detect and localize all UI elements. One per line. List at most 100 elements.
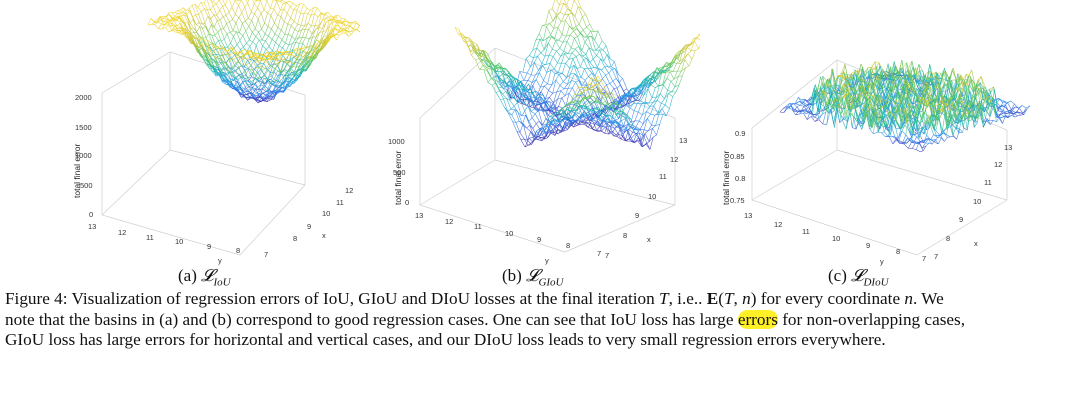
mesh-line xyxy=(542,94,547,102)
mesh-line xyxy=(234,54,239,56)
mesh-line xyxy=(550,103,555,109)
mesh-line xyxy=(507,86,513,94)
mesh-line xyxy=(606,108,611,115)
mesh-line xyxy=(509,81,513,90)
mesh-line xyxy=(551,113,557,117)
mesh-line xyxy=(268,39,273,47)
mesh-line xyxy=(184,15,189,23)
mesh-line xyxy=(282,81,286,88)
mesh-line xyxy=(566,73,571,79)
mesh-line xyxy=(233,31,237,37)
mesh-line xyxy=(535,72,540,76)
mesh-line xyxy=(596,83,600,93)
mesh-line xyxy=(220,28,225,40)
mesh-line xyxy=(597,109,602,121)
panel-b-ztick: 1000 xyxy=(388,137,405,146)
mesh-line xyxy=(657,103,662,114)
mesh-line xyxy=(522,58,527,73)
mesh-line xyxy=(652,76,657,83)
mesh-line xyxy=(568,52,573,60)
mesh-line xyxy=(481,54,486,58)
mesh-line xyxy=(649,102,654,107)
mesh-line xyxy=(471,50,475,56)
mesh-line xyxy=(219,20,224,30)
mesh-line xyxy=(199,37,204,47)
mesh-line xyxy=(301,24,305,27)
mesh-line xyxy=(292,67,297,75)
mesh-line xyxy=(536,38,541,48)
mesh-line xyxy=(285,51,290,56)
mesh-line xyxy=(260,0,265,10)
mesh-line xyxy=(281,34,286,40)
mesh-line xyxy=(269,95,274,98)
mesh-line xyxy=(194,46,199,51)
mesh-line xyxy=(779,111,784,113)
mesh-line xyxy=(586,95,590,98)
mesh-line xyxy=(546,69,552,73)
mesh-line xyxy=(561,20,566,22)
panel-b-ytick: 9 xyxy=(537,235,541,244)
mesh-line xyxy=(235,88,239,93)
mesh-line xyxy=(246,88,251,92)
mesh-line xyxy=(270,15,275,24)
mesh-line xyxy=(323,30,327,37)
mesh-line xyxy=(314,51,318,59)
mesh-line xyxy=(284,86,288,91)
mesh-line xyxy=(190,27,194,30)
mesh-line xyxy=(508,73,513,78)
mesh-line xyxy=(300,3,304,5)
mesh-line xyxy=(147,18,152,26)
mesh-line xyxy=(232,22,237,31)
mesh-line xyxy=(236,40,241,45)
mesh-line xyxy=(553,27,558,29)
mesh-line xyxy=(287,67,292,76)
mesh-line xyxy=(684,59,690,67)
mesh-line xyxy=(570,120,574,124)
mesh-line xyxy=(278,45,283,48)
mesh-line xyxy=(276,81,281,87)
mesh-line xyxy=(303,54,307,58)
mesh-line xyxy=(227,53,232,60)
mesh-line xyxy=(561,105,566,110)
mesh-line xyxy=(218,39,222,42)
mesh-line xyxy=(567,117,571,124)
mesh-line xyxy=(552,56,558,64)
mesh-line xyxy=(202,55,206,58)
mesh-line xyxy=(570,93,575,104)
mesh-line xyxy=(545,23,550,25)
mesh-line xyxy=(488,61,492,65)
mesh-line xyxy=(599,125,603,128)
mesh-line xyxy=(563,41,568,52)
panel-b-ylabel: y xyxy=(545,256,549,265)
mesh-line xyxy=(532,79,537,86)
mesh-line xyxy=(507,75,512,80)
mesh-line xyxy=(596,55,601,60)
mesh-line xyxy=(526,66,531,74)
mesh-line xyxy=(238,5,243,13)
mesh-line xyxy=(608,73,614,82)
mesh-line xyxy=(594,90,599,102)
mesh-line xyxy=(228,11,233,20)
mesh-line xyxy=(505,91,511,101)
mesh-line xyxy=(496,67,502,81)
mesh-line xyxy=(280,8,284,11)
mesh-line xyxy=(213,3,217,7)
mesh-line xyxy=(235,67,239,72)
mesh-line xyxy=(238,64,243,68)
mesh-line xyxy=(470,50,475,52)
mesh-line xyxy=(601,126,606,132)
mesh-line xyxy=(467,44,471,52)
mesh-line xyxy=(588,100,593,103)
mesh-line xyxy=(530,57,534,67)
mesh-line xyxy=(522,123,527,129)
mesh-line xyxy=(250,88,254,91)
mesh-line xyxy=(262,91,267,95)
mesh-line xyxy=(196,38,200,45)
mesh-line xyxy=(286,59,290,62)
mesh-line xyxy=(279,87,283,91)
mesh-line xyxy=(245,62,250,66)
mesh-line xyxy=(678,75,683,77)
mesh-line xyxy=(236,81,240,86)
mesh-line xyxy=(208,31,213,36)
mesh-line xyxy=(609,83,615,89)
